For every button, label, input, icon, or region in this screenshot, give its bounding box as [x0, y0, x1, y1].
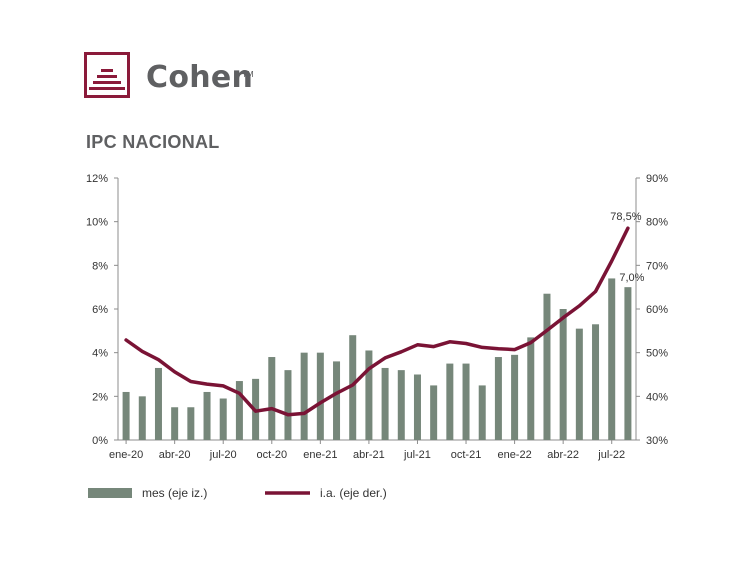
bar-ene-21: [316, 352, 324, 440]
bar-ene-20: [122, 391, 130, 440]
bar-jun-22: [592, 324, 600, 440]
left-tick-label: 12%: [86, 173, 108, 185]
annotation-mes-last: 7,0%: [619, 272, 644, 284]
right-tick-label: 40%: [646, 391, 668, 403]
ia-line: [124, 226, 630, 417]
bar-may-20: [187, 407, 195, 440]
bar-feb-20: [138, 396, 146, 440]
legend-line-label: i.a. (eje der.): [320, 486, 387, 500]
brand-name: Cohen: [146, 60, 254, 95]
bar-abr-22: [559, 309, 567, 440]
x-tick-label: jul-22: [597, 449, 625, 461]
left-tick-label: 10%: [86, 217, 108, 229]
bar-mar-21: [349, 335, 357, 440]
bar-feb-21: [333, 361, 341, 440]
bar-oct-21: [462, 363, 470, 440]
bar-dic-21: [494, 357, 502, 440]
right-tick-label: 80%: [646, 217, 668, 229]
bar-mar-20: [154, 367, 162, 440]
legend-bar-swatch: [88, 488, 132, 498]
bar-ago-21: [430, 385, 438, 440]
x-tick-label: jul-20: [209, 449, 237, 461]
bar-jun-21: [397, 370, 405, 440]
bar-oct-20: [268, 357, 276, 440]
bar-dic-20: [300, 352, 308, 440]
x-tick-label: oct-20: [256, 449, 287, 461]
x-tick-label: abr-21: [353, 449, 385, 461]
x-tick-label: abr-22: [547, 449, 579, 461]
x-tick-label: ene-21: [303, 449, 337, 461]
x-tick-label: ene-22: [497, 449, 531, 461]
annotation-ia-last: 78,5%: [610, 211, 641, 223]
bar-abr-21: [365, 350, 373, 440]
bar-may-22: [575, 328, 583, 440]
bar-nov-20: [284, 370, 292, 440]
bar-sep-21: [446, 363, 454, 440]
left-tick-label: 2%: [92, 391, 108, 403]
bar-jun-20: [203, 391, 211, 440]
left-tick-label: 6%: [92, 304, 108, 316]
bar-may-21: [381, 367, 389, 440]
bar-ene-22: [511, 354, 519, 440]
bar-ago-20: [235, 381, 243, 440]
right-tick-label: 60%: [646, 304, 668, 316]
bar-ago-22: [624, 287, 632, 440]
bar-jul-20: [219, 398, 227, 440]
right-tick-label: 70%: [646, 260, 668, 272]
stairs-icon: [89, 69, 125, 90]
left-tick-label: 0%: [92, 435, 108, 447]
bar-nov-21: [478, 385, 486, 440]
bar-mar-22: [543, 293, 551, 440]
bar-jul-22: [608, 278, 616, 440]
right-tick-label: 50%: [646, 348, 668, 360]
bar-abr-20: [171, 407, 179, 440]
x-tick-label: abr-20: [159, 449, 191, 461]
x-tick-label: oct-21: [451, 449, 482, 461]
x-tick-label: jul-21: [403, 449, 431, 461]
bar-jul-21: [413, 374, 421, 440]
x-tick-label: ene-20: [109, 449, 143, 461]
left-tick-label: 4%: [92, 348, 108, 360]
left-tick-label: 8%: [92, 260, 108, 272]
trademark-mark: TM: [242, 70, 254, 79]
legend-bar-label: mes (eje iz.): [142, 486, 207, 500]
bar-feb-22: [527, 337, 535, 440]
right-tick-label: 30%: [646, 435, 668, 447]
right-tick-label: 90%: [646, 173, 668, 185]
chart-title: IPC NACIONAL: [86, 132, 220, 152]
cohen-logo: [84, 52, 130, 98]
